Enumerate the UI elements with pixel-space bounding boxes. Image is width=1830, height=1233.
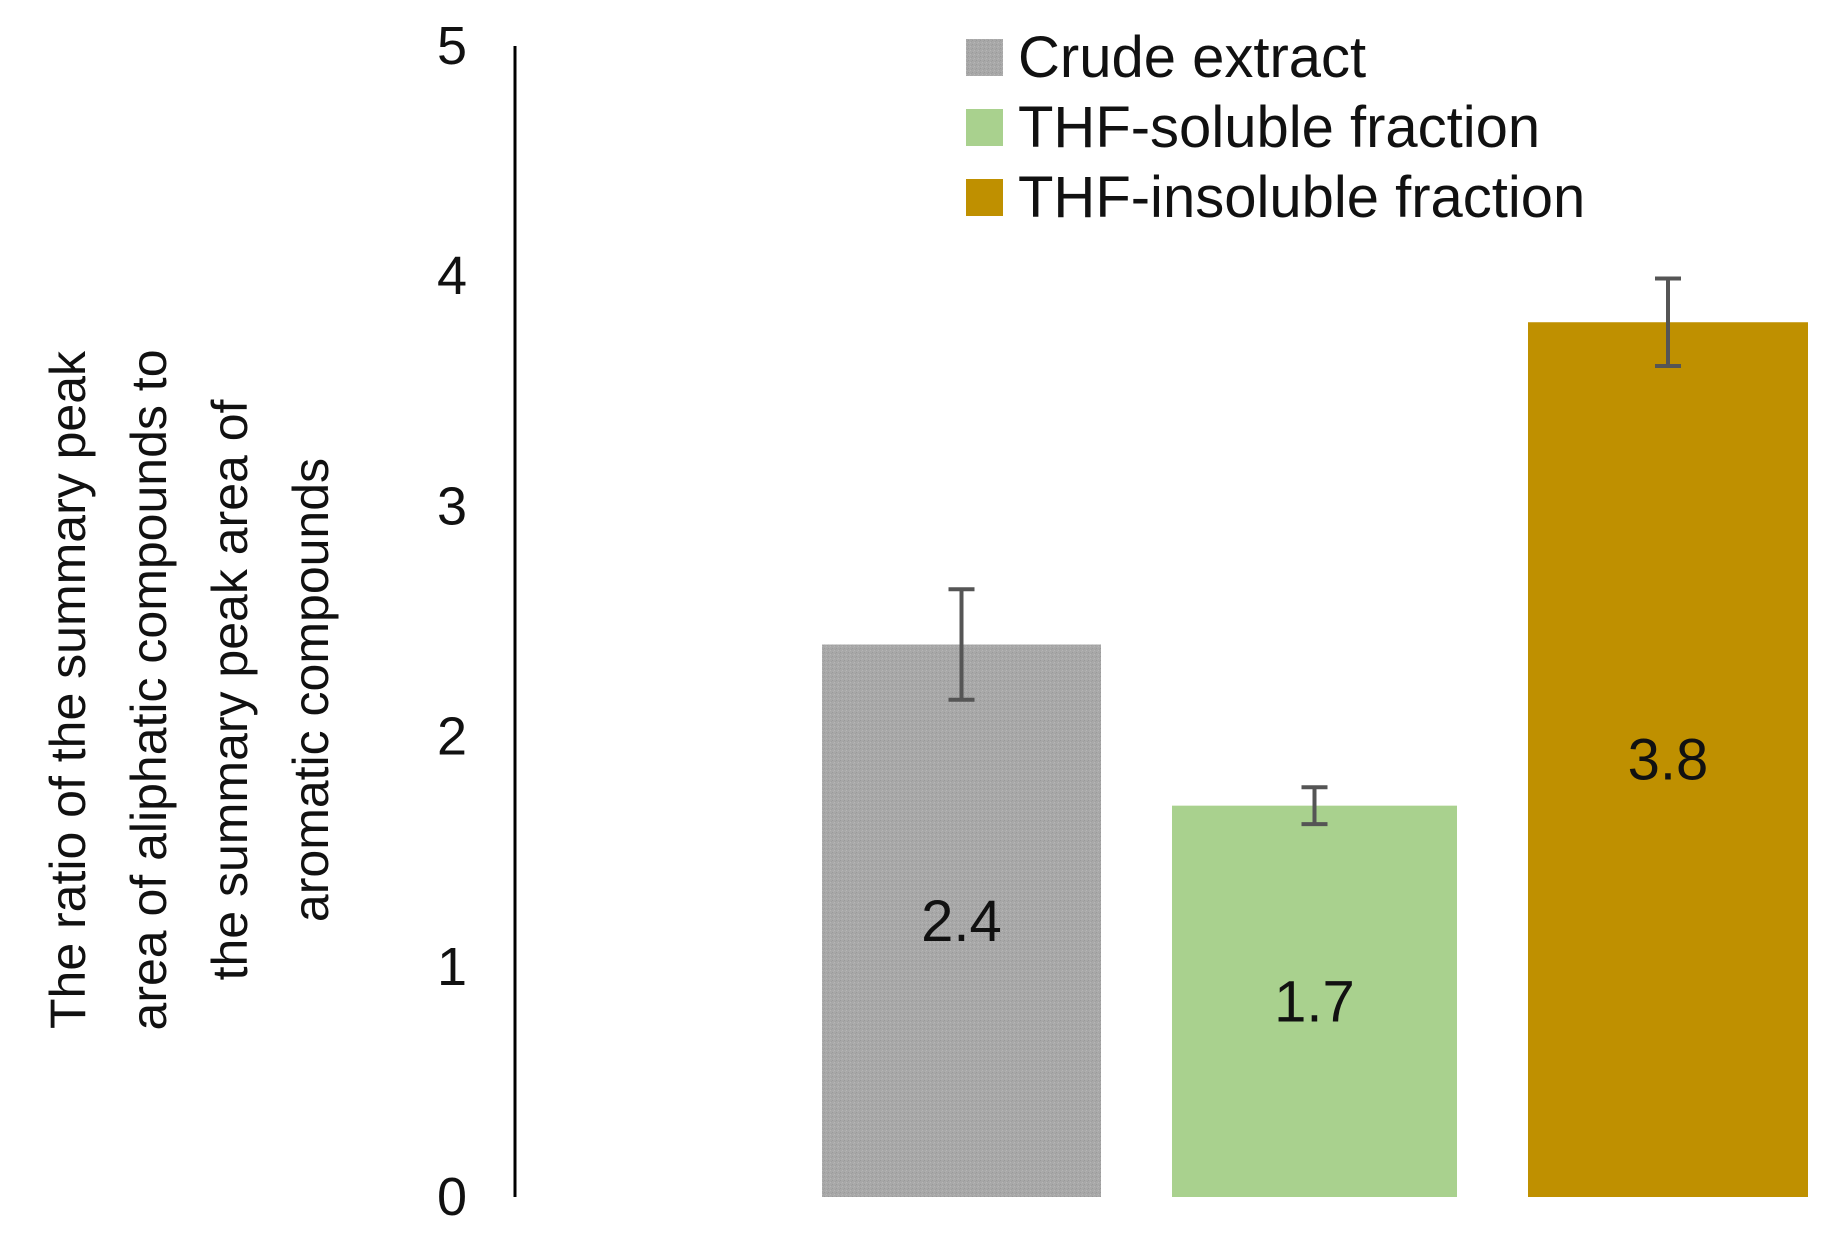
error-bars (948, 276, 1681, 827)
y-tick-label: 1 (437, 937, 467, 997)
data-label: 3.8 (1628, 728, 1709, 793)
bars (822, 322, 1808, 1197)
legend-swatch (966, 39, 1003, 76)
bar (1528, 322, 1808, 1197)
y-axis-label-line: area of aliphatic compounds to (121, 350, 177, 1031)
y-tick-label: 4 (437, 246, 467, 306)
legend-entry: THF-insoluble fraction (966, 165, 1585, 230)
y-axis-label-line: aromatic compounds (283, 458, 339, 922)
y-tick-label: 3 (437, 476, 467, 536)
legend-label: THF-soluble fraction (1018, 95, 1540, 160)
data-label: 2.4 (921, 889, 1002, 954)
legend-swatch (966, 179, 1003, 216)
y-axis-label-line: the summary peak area of (202, 399, 258, 980)
legend-entry: Crude extract (966, 25, 1366, 90)
data-label: 1.7 (1274, 969, 1355, 1034)
legend-label: THF-insoluble fraction (1018, 165, 1585, 230)
error-bar (1301, 785, 1328, 827)
error-bar (1655, 276, 1681, 368)
bar (822, 644, 1101, 1197)
legend-swatch (966, 109, 1003, 146)
legend-entry: THF-soluble fraction (966, 95, 1540, 160)
bar (1172, 805, 1457, 1197)
y-axis-label: The ratio of the summary peak area of al… (40, 350, 339, 1031)
y-tick-labels: 0 1 2 3 4 5 (437, 16, 467, 1227)
y-tick-label: 5 (437, 16, 467, 76)
y-tick-label: 2 (437, 707, 467, 767)
data-labels: 2.4 1.7 3.8 (921, 728, 1708, 1035)
legend-label: Crude extract (1018, 25, 1366, 90)
y-axis-label-line: The ratio of the summary peak (40, 350, 96, 1029)
error-bar (948, 587, 975, 702)
y-tick-label: 0 (437, 1167, 467, 1227)
